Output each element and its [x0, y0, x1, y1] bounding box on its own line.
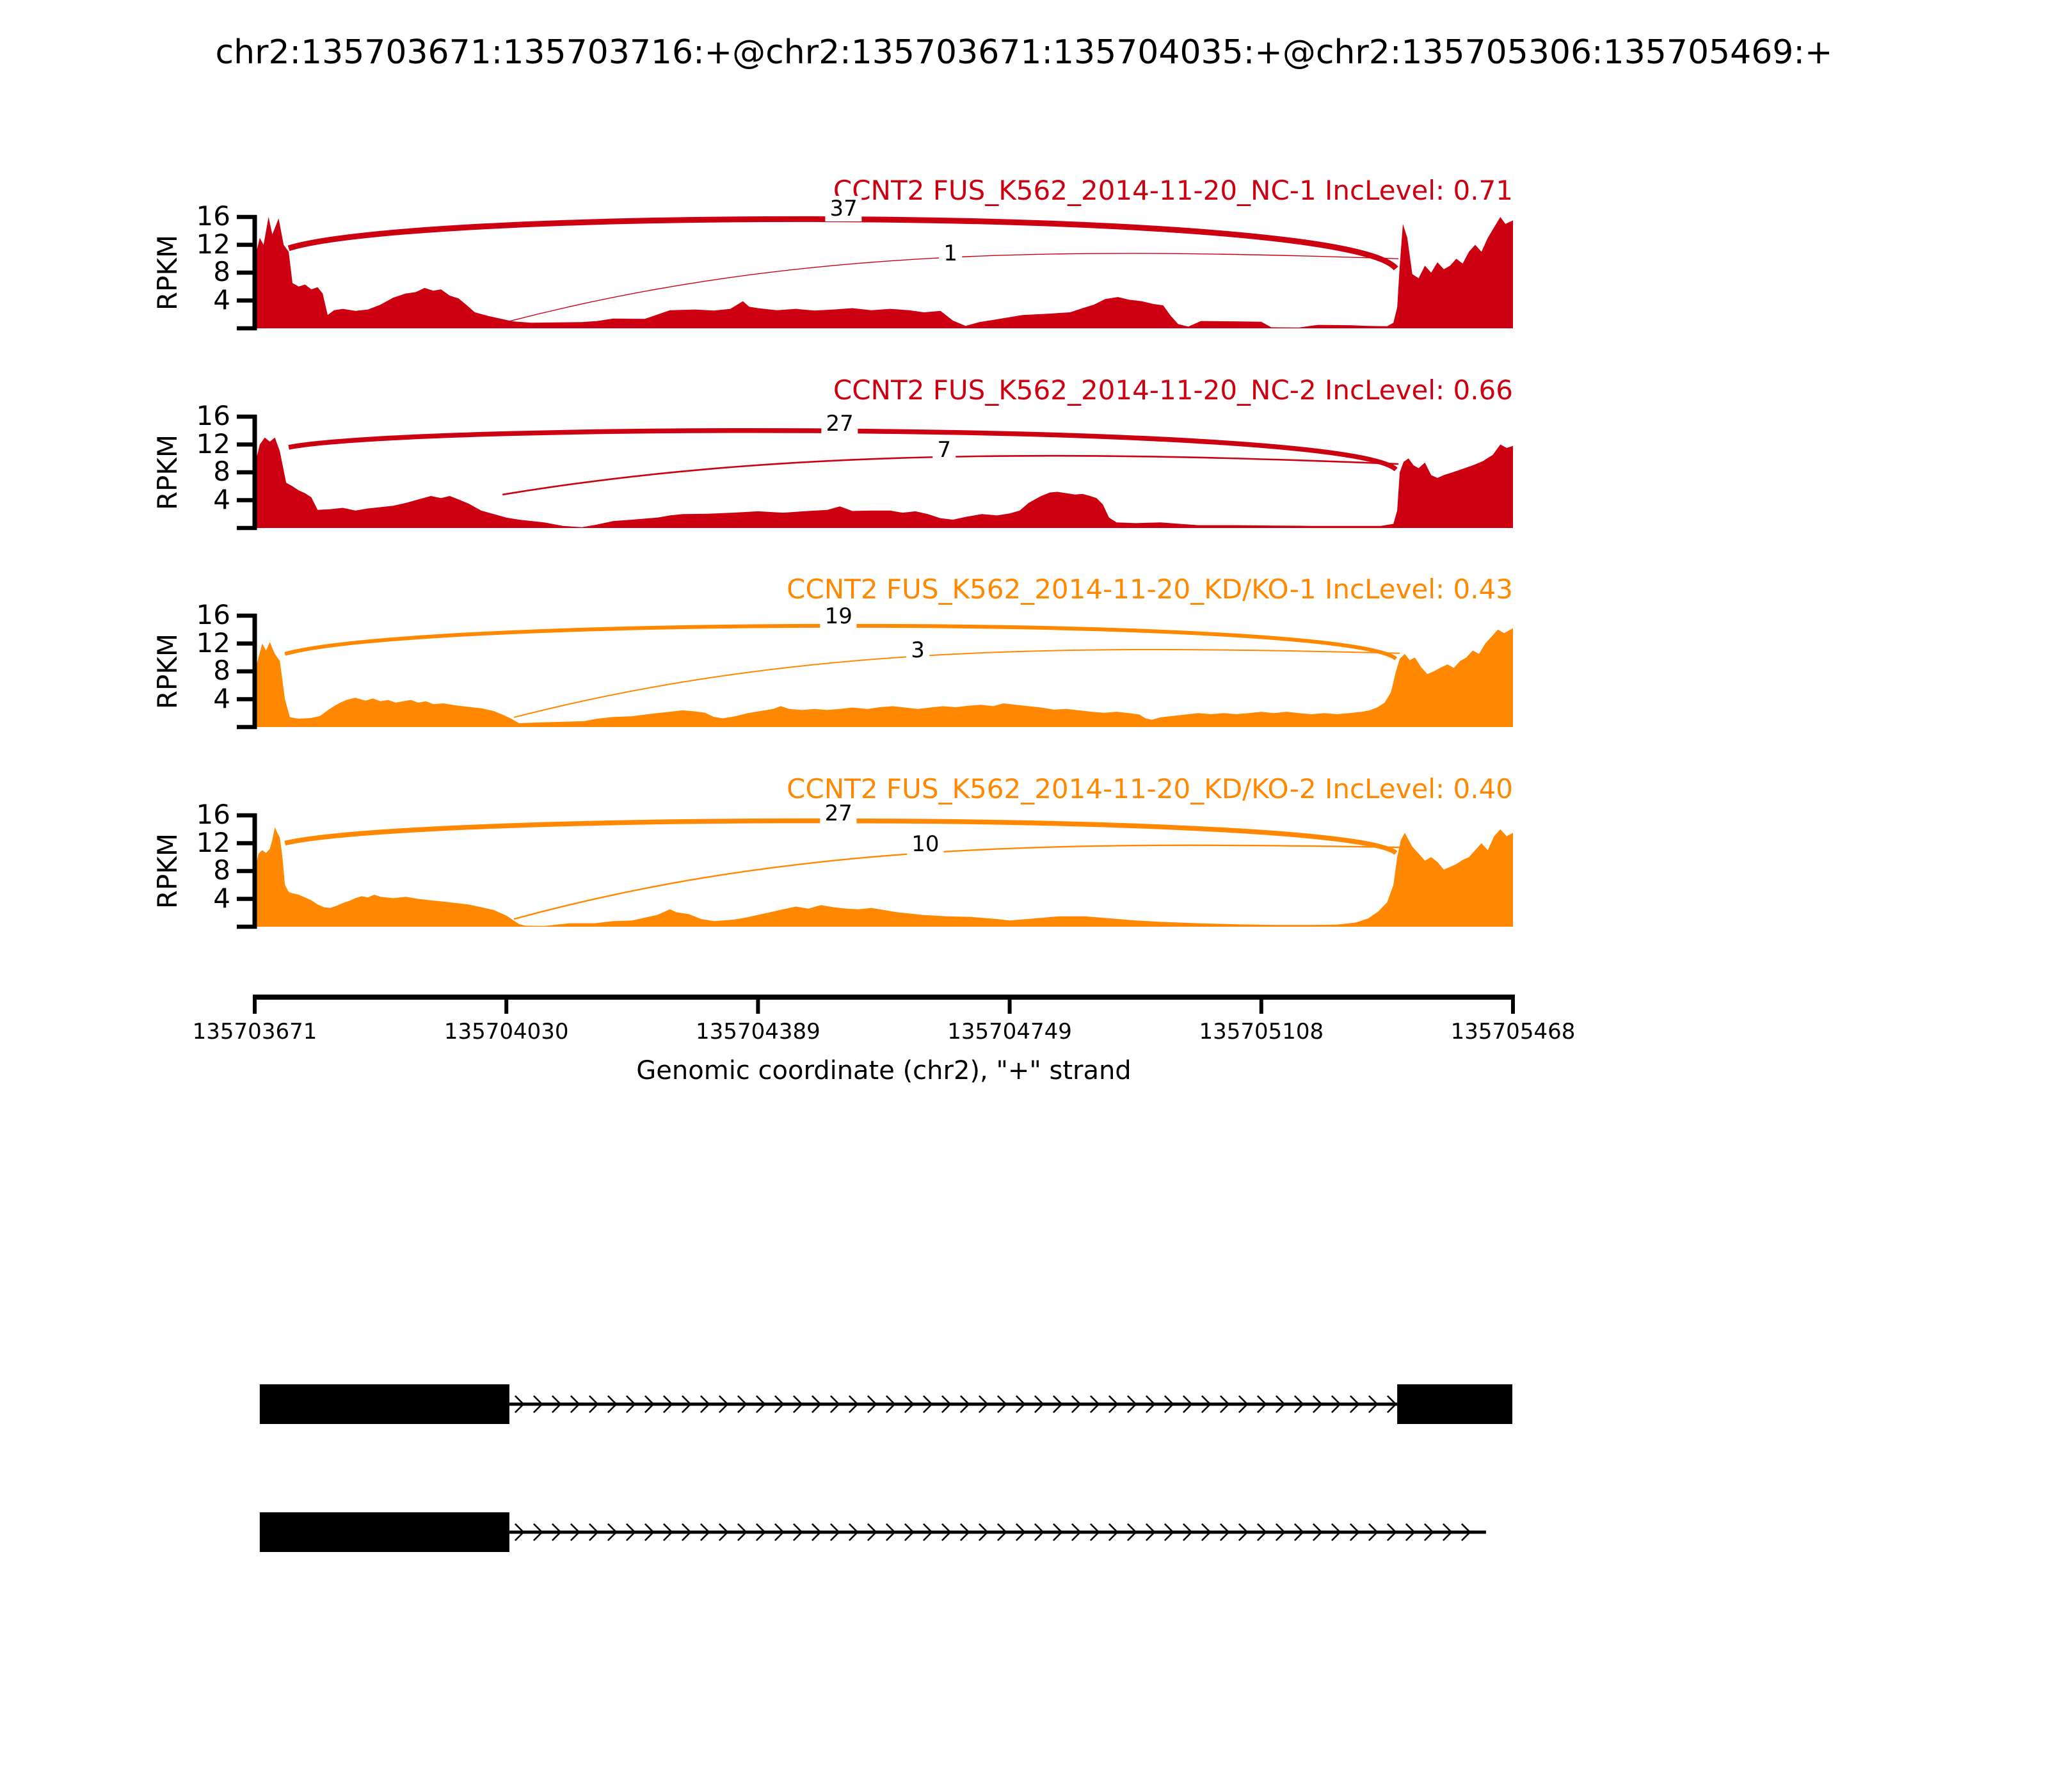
junction-count-label: 10: [907, 831, 944, 857]
junction-arc: [508, 253, 1399, 322]
junction-arc: [513, 648, 1400, 718]
y-tick-label: 12: [196, 826, 230, 858]
exon-box: [259, 1384, 509, 1424]
y-tick-label: 16: [196, 799, 230, 830]
x-tick-label: 135704749: [947, 1019, 1072, 1044]
y-tick-label: 16: [196, 400, 230, 431]
y-tick-label: 8: [213, 256, 230, 287]
x-tick-label: 135705108: [1199, 1019, 1324, 1044]
y-tick-label: 8: [213, 655, 230, 686]
y-tick-label: 16: [196, 200, 230, 232]
junction-arc: [284, 623, 1398, 660]
y-tick-label: 8: [213, 854, 230, 886]
junction-arc: [513, 844, 1400, 920]
strand-arrow-chevrons: [514, 1523, 1471, 1541]
y-tick-label: 4: [213, 882, 230, 914]
junction-arc: [287, 216, 1398, 271]
junction-count-label: 3: [906, 637, 929, 664]
coverage-area: [255, 217, 1513, 328]
x-tick-label: 135703671: [192, 1019, 317, 1044]
junction-count-label: 27: [821, 410, 858, 436]
junction-count-label: 7: [932, 437, 956, 463]
junction-count-label: 37: [825, 195, 862, 221]
junction-arc: [502, 454, 1399, 496]
track-label-kdko1: CCNT2 FUS_K562_2014-11-20_KD/KO-1 IncLev…: [787, 573, 1513, 605]
plot-title: chr2:135703671:135703716:+@chr2:13570367…: [215, 33, 1833, 72]
y-tick-label: 4: [213, 682, 230, 714]
track-label-nc2: CCNT2 FUS_K562_2014-11-20_NC-2 IncLevel:…: [833, 374, 1513, 406]
coverage-area: [255, 437, 1513, 528]
junction-count-label: 1: [939, 240, 963, 266]
x-tick-label: 135705468: [1450, 1019, 1576, 1044]
x-tick-label: 135704389: [696, 1019, 820, 1044]
exon-box: [1397, 1384, 1513, 1424]
x-axis-title: Genomic coordinate (chr2), "+" strand: [636, 1056, 1132, 1085]
y-tick-label: 12: [196, 627, 230, 659]
junction-count-label: 27: [820, 800, 857, 826]
junction-arc: [288, 428, 1398, 472]
coverage-area: [255, 628, 1513, 727]
junction-arc: [284, 818, 1398, 855]
y-tick-label: 4: [213, 284, 230, 316]
y-tick-label: 16: [196, 599, 230, 630]
track-label-nc1: CCNT2 FUS_K562_2014-11-20_NC-1 IncLevel:…: [833, 175, 1513, 206]
y-tick-label: 12: [196, 428, 230, 460]
x-tick-label: 135704030: [444, 1019, 569, 1044]
y-tick-label: 4: [213, 483, 230, 515]
junction-count-label: 19: [820, 604, 857, 630]
y-tick-label: 12: [196, 228, 230, 260]
coverage-area: [255, 827, 1513, 927]
y-tick-label: 8: [213, 456, 230, 487]
track-label-kdko2: CCNT2 FUS_K562_2014-11-20_KD/KO-2 IncLev…: [787, 773, 1513, 804]
strand-arrow-chevrons: [514, 1395, 1397, 1413]
exon-box: [259, 1512, 509, 1552]
